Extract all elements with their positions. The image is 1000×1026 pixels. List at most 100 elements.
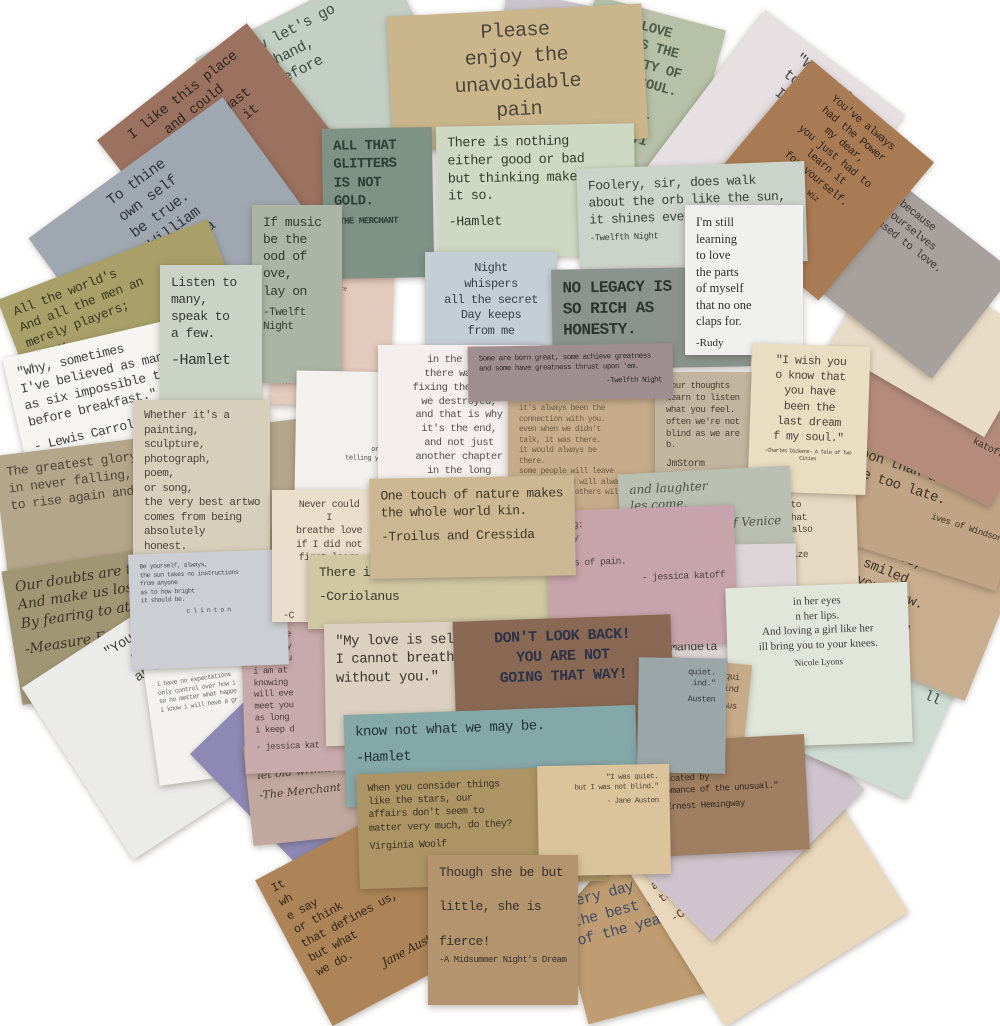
card-line: in the long — [427, 464, 491, 477]
card-line: little, she is — [439, 899, 542, 915]
card-line: ind." — [692, 678, 716, 689]
card-be-yourself: Be yourself, always, the sun takes no ins… — [128, 549, 289, 670]
card-text: Some are born great, some achieve greatn… — [479, 352, 662, 375]
card-line — [439, 915, 567, 932]
card-line: Night — [474, 261, 508, 275]
card-line: fierce! — [439, 933, 491, 949]
card-line: If music — [263, 215, 322, 230]
card-line: the parts — [696, 264, 739, 279]
card-line: Listen to — [171, 275, 237, 290]
card-i-was-quiet-gray: quiet. ind." Austen — [637, 657, 727, 774]
card-line: I'm still — [696, 215, 735, 229]
card-line: to love — [696, 248, 731, 262]
card-attribution: -Twelft Night — [263, 306, 306, 334]
card-text: If music be the ood of ove, lay on — [263, 214, 331, 300]
card-text: I'm still learning to love the parts of myse… — [696, 214, 792, 330]
card-line: all the secret — [444, 292, 538, 307]
card-text: quiet. ind." — [649, 666, 716, 690]
card-text: sing:y bydrees of pain. — [557, 514, 725, 570]
card-line: learn to listen — [666, 392, 740, 403]
card-line: some people will leave — [519, 467, 614, 477]
card-line: connection with you. — [519, 414, 606, 424]
card-text: DON'T LOOK BACK! YOU ARE NOT GOING THAT WA… — [464, 624, 662, 690]
card-line: comes from being — [144, 511, 242, 524]
card-line: Whether it's a — [144, 410, 230, 422]
card-attribution: Nicole Lyons — [794, 656, 844, 668]
card-line: f my soul." — [772, 429, 844, 446]
card-if-music: If music be the ood of ove, lay on -Twelft N… — [252, 205, 342, 383]
card-text: "I was quiet. but I was not blind." — [548, 773, 658, 795]
card-line: ove, — [263, 266, 293, 282]
card-line: from me — [467, 324, 515, 339]
card-line: or song, — [144, 482, 193, 495]
card-line: there. — [519, 456, 545, 466]
card-line: photograph, — [144, 453, 212, 466]
card-line: claps for. — [696, 314, 742, 328]
card-attribution: JmStorm — [666, 458, 705, 470]
card-line: speak to — [171, 309, 230, 325]
card-text: "I wish you o know that you have been the la… — [760, 352, 859, 446]
card-line: if I did not — [295, 539, 363, 551]
card-line: talk, it was there. — [519, 435, 601, 445]
card-line: of myself — [696, 281, 744, 295]
card-line: learning — [696, 231, 737, 246]
card-attribution: - Jane Austen — [606, 796, 659, 806]
card-line: know not what we may be. — [354, 718, 545, 741]
card-line: but I was not blind." — [574, 782, 659, 793]
card-attribution: -Charles Dickens- A Tale of Two Cities — [764, 446, 852, 463]
card-text: Listen to many, speak to a few. — [171, 274, 251, 343]
card-text: your thoughts learn to listen what you fee… — [666, 381, 766, 452]
card-line: and that is why — [415, 409, 503, 422]
card-line: what you feel. — [666, 404, 735, 415]
card-night-whispers: Night whispers all the secret Day keeps from… — [425, 252, 557, 359]
card-text: One touch of nature makes the whole world… — [380, 484, 564, 522]
card-attribution: Austen — [687, 694, 716, 705]
card-im-still-learning: I'm still learning to love the parts of myse… — [685, 205, 803, 355]
card-attribution: -A Midsummer Night's Dream — [439, 954, 567, 965]
card-line: even when we didn't — [519, 425, 601, 435]
card-line: ALL THAT — [332, 137, 397, 155]
card-line: honest. — [144, 540, 187, 553]
card-line: absolutely — [144, 526, 206, 539]
card-some-are-born: Some are born great, some achieve greatn… — [467, 343, 674, 402]
card-line: poem, — [144, 468, 175, 481]
card-text: Though she be but little, she is fierce! — [439, 864, 567, 950]
card-attribution: -THE MERCHANT — [334, 215, 399, 227]
card-line: I — [326, 513, 332, 525]
card-line: GOLD. — [333, 193, 374, 211]
card-line: often we're not — [666, 416, 740, 427]
card-attribution: -Troilus and Cressida — [381, 527, 535, 546]
card-line: many, — [171, 292, 208, 308]
card-text: know not what we may be. — [355, 714, 625, 742]
card-line — [439, 881, 567, 898]
card-attribution: Ernest Hemingway — [666, 798, 746, 813]
card-line: lay on — [263, 283, 307, 299]
card-line: Never could — [298, 500, 360, 511]
card-line: painting, — [144, 424, 199, 437]
card-though-fierce: Though she be but little, she is fierce!… — [428, 855, 578, 1005]
card-line: it would always be — [519, 446, 597, 456]
card-line: b. — [666, 440, 676, 451]
card-line: breathe love — [295, 526, 363, 538]
card-line: and not just — [424, 437, 494, 450]
card-attribution: -Hamlet — [171, 351, 231, 369]
card-line: blind as we are — [666, 428, 740, 439]
card-line: it's the end, — [421, 423, 497, 436]
card-line: IS NOT — [333, 174, 382, 192]
card-text: Be yourself, always, the sun takes no ins… — [139, 559, 275, 607]
card-line: sculpture, — [144, 439, 206, 452]
card-line: One touch of nature makes — [380, 485, 564, 504]
card-line: be the — [263, 232, 307, 248]
card-one-touch: One touch of nature makes the whole world… — [369, 475, 576, 579]
card-attribution: -Coriolanus — [319, 589, 400, 605]
card-she-had-eyes: in her eyes n her lips. And loving a girl … — [725, 581, 913, 749]
card-attribution: -C — [283, 611, 295, 622]
card-text: Night whispers all the secret Day keeps from… — [436, 261, 546, 340]
card-line: the very best artwo — [144, 497, 260, 510]
card-attribution: c l i n t o n — [186, 606, 231, 616]
card-line: another chapter — [415, 451, 503, 464]
card-text: in her eyes n her lips. And loving a girl … — [737, 591, 899, 655]
card-line: that no one — [696, 297, 752, 312]
card-line: Day keeps — [460, 308, 522, 323]
